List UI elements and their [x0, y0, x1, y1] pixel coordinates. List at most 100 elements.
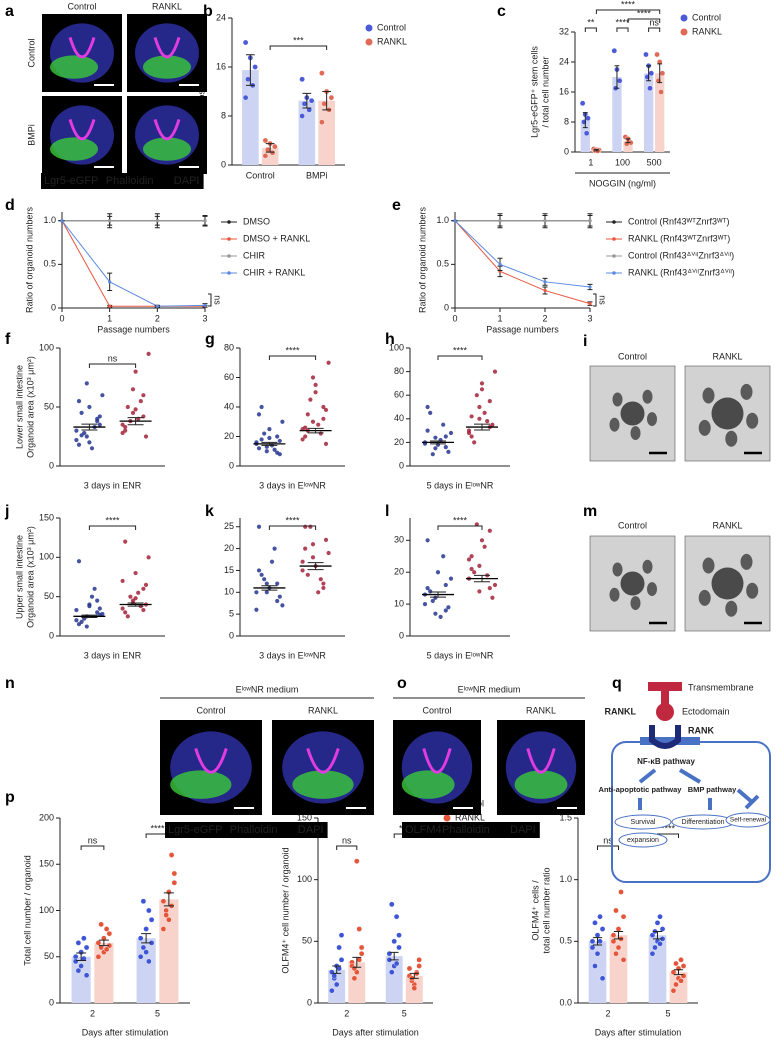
data-point — [487, 528, 492, 533]
data-point — [242, 39, 249, 46]
data-point — [305, 412, 310, 417]
data-point — [652, 944, 658, 951]
data-point — [87, 604, 92, 609]
x-tick-label: 3 — [587, 313, 592, 323]
significance-bracket — [88, 363, 137, 368]
data-point — [620, 957, 627, 963]
data-point — [171, 870, 178, 877]
error-bar — [582, 112, 588, 129]
data-point — [430, 598, 435, 604]
data-point — [267, 427, 272, 432]
panel-label: k — [205, 503, 214, 520]
line-marker — [155, 304, 159, 308]
legend-label: RANKL — [455, 812, 485, 822]
data-point — [469, 566, 474, 572]
legend-label: Control — [692, 12, 721, 22]
data-point — [275, 581, 280, 586]
data-point — [300, 568, 305, 573]
data-point — [280, 419, 285, 424]
data-point — [610, 938, 617, 945]
error-bar — [409, 972, 419, 979]
data-point — [490, 595, 495, 600]
y-tick-label: 16 — [559, 86, 569, 96]
data-point — [649, 950, 656, 957]
data-point — [92, 586, 97, 591]
panel-label: n — [5, 675, 15, 692]
line — [61, 220, 205, 307]
data-point — [141, 586, 146, 591]
data-point — [75, 967, 82, 974]
y-tick-label: 1.0 — [436, 215, 449, 225]
significance-label: **** — [453, 345, 468, 355]
data-point — [137, 953, 144, 960]
diagram-label: Transmembrane — [688, 682, 754, 692]
data-point — [615, 926, 622, 932]
data-point — [300, 559, 305, 564]
data-point — [469, 434, 474, 439]
data-point — [616, 77, 623, 84]
data-point — [448, 576, 454, 581]
data-point — [254, 607, 259, 612]
data-point — [277, 438, 282, 444]
image-header: EˡᵒʷNR medium — [458, 684, 521, 694]
significance-label: ns — [603, 835, 613, 845]
data-point — [275, 434, 280, 439]
data-point — [272, 546, 277, 551]
legend-marker — [680, 14, 688, 22]
micrograph-lumen — [68, 36, 96, 59]
stain-legend-bg — [402, 822, 540, 838]
data-point — [485, 419, 490, 424]
data-point — [477, 563, 482, 568]
error-bar — [127, 602, 144, 607]
stain-legend-bg — [165, 822, 328, 838]
diagram-label: RANK — [688, 725, 714, 735]
outcome-node — [725, 812, 771, 828]
rankl-bar — [648, 682, 682, 691]
y-tick-label: 30 — [394, 535, 404, 545]
data-point — [275, 598, 280, 604]
error-bar — [322, 91, 331, 111]
data-point — [264, 146, 271, 153]
significance-label: ns — [649, 17, 659, 27]
significance-bracket — [88, 525, 137, 530]
x-axis-label: NOGGIN (ng/ml) — [589, 178, 656, 188]
data-point — [146, 907, 152, 914]
panel-label: h — [385, 331, 395, 348]
x-tick-label: 2 — [155, 313, 160, 323]
data-point — [137, 935, 144, 942]
x-tick-label: 2 — [344, 1008, 349, 1018]
column-label: RANKL — [526, 705, 556, 715]
x-tick-label: 500 — [647, 157, 662, 167]
membrane — [640, 737, 700, 745]
y-tick-label: 16 — [216, 61, 226, 71]
data-point — [133, 407, 138, 412]
y-tick-label: 5 — [229, 609, 234, 619]
y-axis-label: Lower small intestine — [14, 365, 24, 449]
data-point — [318, 577, 323, 582]
data-point — [585, 115, 591, 122]
data-point — [643, 51, 649, 58]
significance-label: ns — [598, 295, 608, 305]
data-point — [75, 940, 82, 946]
data-point — [433, 446, 438, 451]
micrograph-tissue — [143, 55, 191, 79]
organoid-bud — [702, 557, 715, 574]
organoid-bud — [698, 589, 711, 606]
data-point — [98, 921, 104, 928]
significance-bracket — [593, 293, 597, 307]
data-point — [76, 399, 82, 404]
data-point — [163, 912, 169, 918]
data-point — [443, 434, 448, 439]
data-point — [166, 916, 172, 923]
data-point — [106, 930, 113, 937]
y-axis-label: total cell number ratio — [541, 867, 551, 953]
data-point — [245, 76, 251, 83]
data-point — [95, 419, 100, 424]
data-point — [125, 614, 130, 619]
data-point — [95, 598, 100, 603]
data-point — [264, 590, 269, 595]
bar — [612, 77, 622, 152]
data-point — [446, 449, 451, 454]
data-point — [308, 397, 313, 402]
data-point — [301, 100, 308, 107]
